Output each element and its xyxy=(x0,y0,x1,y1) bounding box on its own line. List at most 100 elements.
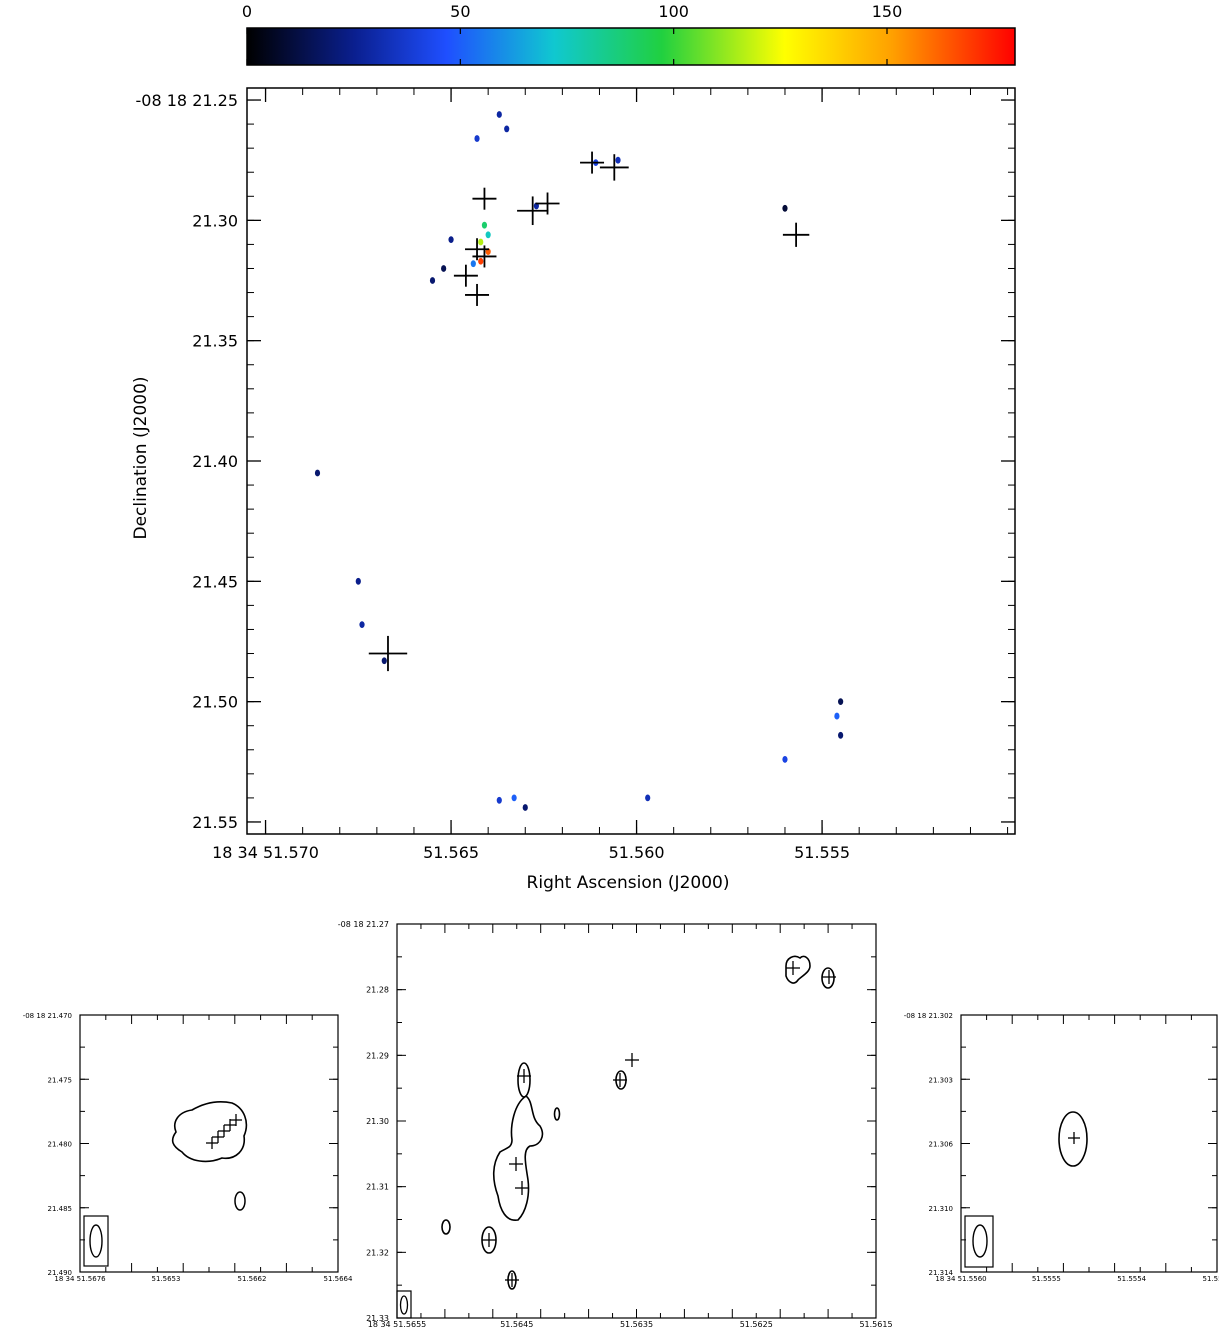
y-tick-label: 21.45 xyxy=(192,572,238,591)
inset-left-axis-ticks: 18 34 51.5676 51.5653 51.5662 51.5664 -08 18… xyxy=(23,1012,353,1283)
inset-cross xyxy=(224,1119,236,1131)
inset-y-tick-label: 21.310 xyxy=(929,1205,954,1213)
inset-y-tick-label: -08 18 21.470 xyxy=(23,1012,72,1020)
maser-spot xyxy=(481,221,488,229)
inset-middle-contours xyxy=(441,955,835,1290)
inset-y-tick-label: 21.314 xyxy=(929,1269,954,1277)
main-plot-frame xyxy=(246,87,1016,835)
cross-marker xyxy=(517,196,549,226)
x-tick-label: 51.555 xyxy=(794,843,850,862)
inset-cross xyxy=(822,970,836,984)
inset-left-beam xyxy=(89,1224,103,1258)
x-tick-label: 51.565 xyxy=(423,843,479,862)
inset-cross xyxy=(482,1233,496,1247)
maser-spot xyxy=(504,125,510,133)
inset-x-tick-label: 51.5664 xyxy=(324,1275,353,1283)
maser-spot xyxy=(511,794,517,802)
inset-x-tick-label: 51.5653 xyxy=(152,1275,181,1283)
inset-cross xyxy=(1068,1132,1080,1144)
inset-y-tick-label: 21.30 xyxy=(366,1117,389,1126)
maser-spot xyxy=(478,238,484,246)
inset-panel-middle: 18 34 51.5655 51.5645 51.5635 51.5625 51.561… xyxy=(338,920,893,1329)
inset-x-tick-label: 51.5635 xyxy=(620,1320,653,1329)
inset-x-tick-label: 51.5645 xyxy=(500,1320,533,1329)
x-tick-label: 18 34 51.570 xyxy=(212,843,319,862)
cross-marker xyxy=(453,264,478,287)
maser-spot xyxy=(381,657,387,665)
inset-y-tick-label: 21.485 xyxy=(48,1205,73,1213)
inset-left-crosses xyxy=(206,1114,242,1149)
maser-spot xyxy=(496,796,502,804)
inset-cross xyxy=(218,1125,230,1137)
inset-x-tick-label: 51.5550 xyxy=(1203,1275,1219,1283)
inset-y-tick-label: 21.31 xyxy=(366,1183,389,1192)
inset-x-tick-label: 18 34 51.5676 xyxy=(54,1275,106,1283)
inset-right-contour xyxy=(1058,1111,1088,1167)
inset-y-tick-label: -08 18 21.302 xyxy=(904,1012,953,1020)
maser-spot xyxy=(496,111,502,118)
maser-spot xyxy=(838,731,844,739)
y-tick-label: 21.30 xyxy=(192,211,238,230)
inset-y-tick-label: 21.306 xyxy=(929,1141,954,1149)
maser-spot xyxy=(359,621,365,629)
inset-cross xyxy=(206,1137,218,1149)
inset-cross xyxy=(786,961,800,975)
colorbar-tick-label: 150 xyxy=(872,2,903,21)
contour-sw-1 xyxy=(441,1219,451,1235)
inset-left-contour-main xyxy=(171,1101,248,1163)
inset-x-tick-label: 51.5555 xyxy=(1032,1275,1061,1283)
maser-spot xyxy=(474,135,480,142)
cross-marker xyxy=(782,222,810,247)
colorbar: 0 50 100 150 xyxy=(242,2,1016,66)
inset-middle-crosses xyxy=(482,961,836,1287)
y-tick-label: -08 18 21.25 xyxy=(136,91,238,110)
colorbar-tick-label: 100 xyxy=(658,2,689,21)
inset-panel-right: 18 34 51.5560 51.5555 51.5554 51.5550 -08 18… xyxy=(904,1012,1219,1283)
cross-marker xyxy=(580,151,605,174)
inset-y-tick-label: 21.33 xyxy=(366,1314,389,1323)
maser-spot xyxy=(834,712,840,720)
inset-right-crosses xyxy=(1068,1132,1080,1144)
contour-north xyxy=(517,1062,531,1098)
inset-x-tick-label: 18 34 51.5560 xyxy=(935,1275,986,1283)
inset-y-tick-label: 21.32 xyxy=(366,1248,389,1257)
maser-spot xyxy=(314,469,321,477)
maser-spot xyxy=(470,260,476,268)
maser-spot xyxy=(441,265,447,272)
continuum-crosses xyxy=(368,151,810,672)
maser-spot xyxy=(522,804,528,811)
y-tick-label: 21.55 xyxy=(192,813,238,832)
y-tick-label: 21.40 xyxy=(192,452,238,471)
maser-spot xyxy=(485,231,491,239)
inset-x-tick-label: 51.5554 xyxy=(1117,1275,1146,1283)
inset-left-beam-box xyxy=(83,1215,109,1267)
inset-middle-frame xyxy=(396,923,877,1319)
maser-spot xyxy=(615,156,621,164)
maser-spot xyxy=(429,277,436,284)
cross-marker xyxy=(599,154,629,181)
inset-cross xyxy=(212,1131,224,1143)
inset-y-tick-label: 21.303 xyxy=(929,1076,954,1084)
cross-marker xyxy=(368,635,408,672)
maser-spot xyxy=(478,257,484,265)
colorbar-tick-label: 0 xyxy=(242,2,252,21)
inset-middle-beam-box xyxy=(396,1290,412,1319)
inset-cross xyxy=(613,1073,627,1087)
contour-ne-2 xyxy=(821,967,835,989)
inset-y-tick-label: 21.28 xyxy=(366,986,389,995)
inset-cross xyxy=(509,1157,523,1171)
inset-cross xyxy=(517,1069,531,1083)
inset-y-tick-label: 21.490 xyxy=(48,1269,73,1277)
maser-spot xyxy=(355,577,361,585)
maser-spot xyxy=(838,698,844,706)
inset-right-axis-ticks: 18 34 51.5560 51.5555 51.5554 51.5550 -08 18… xyxy=(904,1012,1219,1283)
inset-y-tick-label: 21.480 xyxy=(48,1141,73,1149)
inset-panel-left: 18 34 51.5676 51.5653 51.5662 51.5664 -08 18… xyxy=(23,1012,353,1283)
y-axis-label: Declination (J2000) xyxy=(131,376,151,539)
colorbar-ticks: 0 50 100 150 xyxy=(242,2,902,65)
inset-x-tick-label: 51.5625 xyxy=(740,1320,773,1329)
inset-y-tick-label: 21.29 xyxy=(366,1051,389,1060)
inset-right-beam-box xyxy=(964,1215,994,1268)
maser-spots xyxy=(314,111,844,811)
